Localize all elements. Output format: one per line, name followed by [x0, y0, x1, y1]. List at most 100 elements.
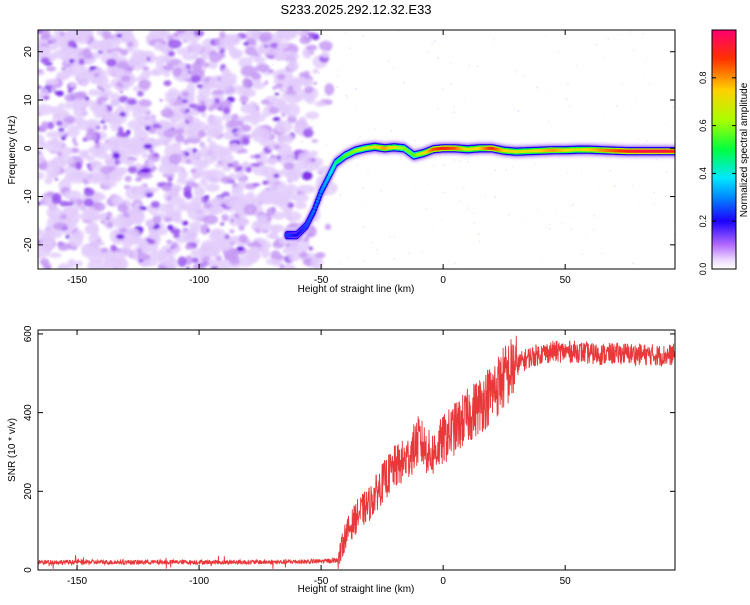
noise-blob	[38, 230, 47, 240]
noise-blob	[68, 233, 84, 248]
noise-blob	[170, 228, 181, 235]
spectrogram-x-label: Height of straight line (km)	[298, 284, 415, 295]
noise-blob	[194, 150, 207, 158]
noise-blob	[197, 159, 210, 169]
noise-blob	[200, 223, 210, 235]
noise-blob	[211, 196, 227, 205]
noise-blob	[58, 127, 65, 132]
noise-speck	[361, 187, 364, 189]
noise-blob	[158, 120, 170, 127]
noise-blob	[63, 116, 77, 124]
noise-blob	[251, 81, 266, 90]
x-tick-label: 0	[440, 275, 446, 286]
noise-blob	[276, 49, 282, 58]
ridge-core	[329, 170, 333, 174]
noise-blob	[304, 86, 314, 94]
ridge-core	[328, 173, 332, 177]
noise-speck	[653, 203, 655, 205]
noise-blob	[299, 36, 311, 45]
y-tick-label: 400	[23, 404, 34, 421]
noise-blob	[169, 211, 181, 223]
snr-y-label: SNR (10 * v/v)	[7, 418, 18, 482]
noise-blob	[314, 252, 326, 259]
noise-speck	[593, 215, 596, 217]
noise-speck	[356, 138, 358, 140]
noise-blob	[147, 159, 154, 169]
noise-blob	[206, 228, 210, 233]
noise-blob	[177, 170, 189, 179]
noise-blob	[303, 70, 310, 80]
noise-blob	[179, 204, 189, 211]
noise-speck	[301, 140, 303, 143]
noise-blob	[159, 99, 163, 102]
x-tick-label: -50	[314, 275, 329, 286]
noise-blob	[297, 152, 313, 162]
noise-speck	[603, 112, 604, 114]
noise-speck	[346, 257, 348, 259]
noise-speck	[615, 56, 616, 58]
noise-speck	[380, 189, 382, 192]
noise-speck	[473, 212, 475, 215]
noise-blob	[126, 98, 137, 106]
noise-speck	[511, 104, 513, 106]
noise-speck	[494, 169, 497, 172]
noise-blob	[75, 162, 83, 171]
noise-blob	[254, 52, 259, 57]
noise-blob	[106, 166, 116, 171]
noise-blob	[278, 133, 289, 143]
noise-blob	[243, 203, 258, 216]
noise-speck	[554, 210, 556, 212]
noise-blob	[169, 118, 177, 127]
noise-blob	[67, 124, 80, 138]
noise-blob	[239, 95, 249, 103]
noise-blob	[61, 67, 66, 71]
noise-speck	[507, 213, 510, 216]
noise-blob	[227, 163, 234, 168]
noise-blob	[187, 205, 207, 221]
noise-blob	[153, 41, 163, 51]
noise-blob	[313, 82, 317, 85]
noise-blob	[247, 242, 257, 248]
noise-blob	[160, 108, 175, 118]
noise-blob	[57, 242, 70, 251]
noise-speck	[348, 47, 351, 49]
noise-blob	[302, 128, 314, 138]
noise-speck	[467, 207, 470, 209]
noise-blob	[172, 66, 183, 77]
noise-blob	[320, 51, 330, 58]
noise-speck	[309, 236, 311, 238]
noise-speck	[365, 201, 367, 203]
noise-blob	[93, 72, 100, 78]
noise-speck	[392, 66, 395, 69]
noise-blob	[100, 220, 106, 224]
noise-blob	[78, 58, 85, 65]
ridge-core	[326, 175, 330, 179]
noise-blob	[240, 103, 257, 114]
noise-blob	[189, 117, 201, 131]
ridge-core	[306, 221, 310, 225]
noise-blob	[215, 259, 234, 269]
noise-speck	[542, 258, 544, 260]
noise-blob	[172, 105, 187, 114]
noise-blob	[186, 78, 192, 83]
snr-y-axis: 0 200 400 600	[23, 325, 675, 573]
noise-blob	[204, 132, 211, 137]
noise-blob	[245, 166, 252, 173]
noise-speck	[454, 262, 457, 265]
noise-speck	[631, 107, 633, 109]
noise-blob	[106, 211, 113, 217]
x-tick-label: 50	[560, 275, 572, 286]
noise-blob	[253, 194, 267, 205]
noise-speck	[570, 228, 573, 230]
noise-blob	[173, 233, 181, 239]
noise-blob	[272, 86, 277, 90]
noise-blob	[53, 222, 68, 230]
noise-blob	[308, 246, 314, 251]
noise-blob	[166, 239, 173, 245]
noise-speck	[374, 127, 377, 129]
noise-speck	[569, 216, 571, 218]
noise-blob	[90, 37, 95, 41]
x-tick-label: -100	[189, 275, 209, 286]
noise-blob	[163, 217, 172, 223]
colorbar-tick-label: 0.4	[698, 167, 708, 180]
